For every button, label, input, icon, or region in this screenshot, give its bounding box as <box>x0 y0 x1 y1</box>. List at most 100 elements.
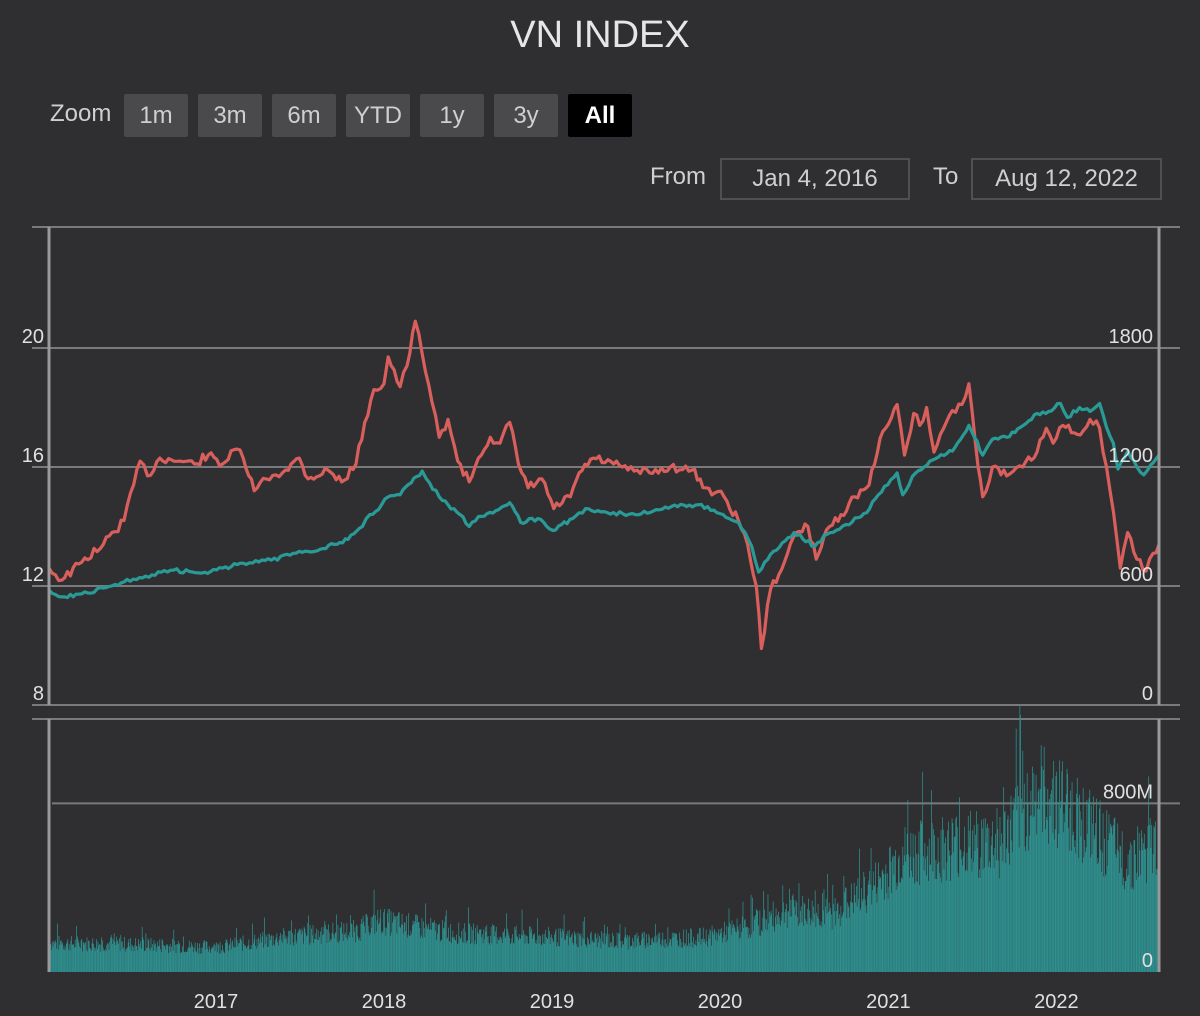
volume-bar <box>655 923 656 972</box>
volume-bar <box>389 908 390 972</box>
volume-bar <box>69 950 71 972</box>
volume-bar <box>1154 827 1155 972</box>
volume-bar <box>962 856 964 972</box>
volume-bar <box>1012 809 1014 972</box>
volume-bar <box>423 921 424 972</box>
volume-bar <box>554 934 555 972</box>
volume-bar <box>484 939 485 972</box>
volume-bar <box>278 945 279 972</box>
volume-bar <box>398 912 399 972</box>
volume-bar <box>88 941 90 972</box>
volume-bar <box>718 929 720 972</box>
volume-bar <box>731 920 733 972</box>
zoom-3y-button[interactable]: 3y <box>494 94 558 137</box>
volume-bar <box>294 934 295 972</box>
volume-bar <box>357 936 359 972</box>
volume-bar <box>317 930 319 972</box>
volume-bar <box>620 941 622 972</box>
zoom-1m-button[interactable]: 1m <box>124 94 188 137</box>
volume-bar <box>596 938 597 972</box>
volume-bar <box>593 942 595 972</box>
volume-bar <box>222 944 223 972</box>
volume-bar <box>693 936 695 972</box>
volume-bar <box>892 857 893 972</box>
volume-bar <box>637 938 639 972</box>
volume-bar <box>915 881 917 972</box>
zoom-3m-button[interactable]: 3m <box>198 94 262 137</box>
volume-bar <box>1092 823 1094 972</box>
volume-bar <box>789 916 791 972</box>
zoom-1y-button[interactable]: 1y <box>420 94 484 137</box>
volume-bar <box>632 941 634 972</box>
zoom-all-button[interactable]: All <box>568 94 632 137</box>
volume-bar <box>1085 852 1086 972</box>
volume-bar <box>1151 825 1153 972</box>
zoom-ytd-button[interactable]: YTD <box>346 94 410 137</box>
volume-bar <box>831 914 832 972</box>
volume-bar <box>1009 819 1011 972</box>
volume-bar <box>141 948 142 972</box>
volume-bar <box>130 950 132 972</box>
volume-bar <box>1004 812 1005 972</box>
to-date-input[interactable]: Aug 12, 2022 <box>971 158 1162 200</box>
volume-bar <box>191 942 192 972</box>
volume-bar <box>312 925 314 972</box>
volume-bar <box>221 950 223 972</box>
volume-bar <box>470 943 471 972</box>
volume-bar <box>100 944 102 972</box>
volume-bar <box>1060 807 1061 972</box>
volume-bar <box>724 935 726 972</box>
volume-bar <box>524 943 526 972</box>
volume-bar <box>490 935 491 972</box>
volume-bar <box>1131 844 1133 972</box>
volume-bar <box>128 939 130 972</box>
zoom-6m-button[interactable]: 6m <box>272 94 336 137</box>
volume-bar <box>957 873 959 972</box>
volume-bar <box>945 880 947 972</box>
volume-bar <box>636 932 638 972</box>
volume-bar <box>1005 863 1007 972</box>
volume-bar <box>367 916 368 972</box>
volume-bar <box>602 941 603 972</box>
volume-bar <box>287 936 289 972</box>
from-date-input[interactable]: Jan 4, 2016 <box>720 158 910 200</box>
volume-bar <box>375 915 376 972</box>
volume-bar <box>227 942 228 972</box>
volume-bar <box>187 949 189 972</box>
volume-bar <box>233 946 234 972</box>
volume-bar <box>959 797 960 972</box>
volume-bar <box>434 920 435 972</box>
volume-bar <box>367 925 369 972</box>
volume-bar <box>199 943 200 972</box>
volume-bar <box>542 934 544 972</box>
volume-bar <box>98 945 100 972</box>
volume-bar <box>983 818 985 972</box>
volume-bar <box>817 903 819 972</box>
volume-bar <box>837 902 839 972</box>
volume-bar <box>316 928 318 972</box>
volume-bar <box>950 881 952 972</box>
volume-bar <box>761 930 762 972</box>
volume-bar <box>539 934 541 972</box>
volume-bar <box>1087 833 1088 972</box>
volume-bar <box>709 929 711 972</box>
volume-bar <box>792 893 794 972</box>
volume-bar <box>1148 776 1150 972</box>
volume-bar <box>955 818 957 972</box>
volume-bar <box>540 936 541 972</box>
volume-bar <box>111 937 113 972</box>
volume-bar <box>1155 821 1156 972</box>
volume-bar <box>764 909 765 972</box>
volume-bar <box>375 931 377 972</box>
volume-bar <box>1038 788 1040 972</box>
volume-bar <box>134 945 136 972</box>
volume-bar <box>123 947 125 972</box>
volume-bar <box>928 838 930 972</box>
volume-bar <box>177 940 179 972</box>
volume-bar <box>758 935 760 972</box>
volume-bar <box>384 927 386 972</box>
volume-bar <box>370 933 371 972</box>
volume-bar <box>758 925 759 972</box>
volume-bar <box>784 912 786 972</box>
